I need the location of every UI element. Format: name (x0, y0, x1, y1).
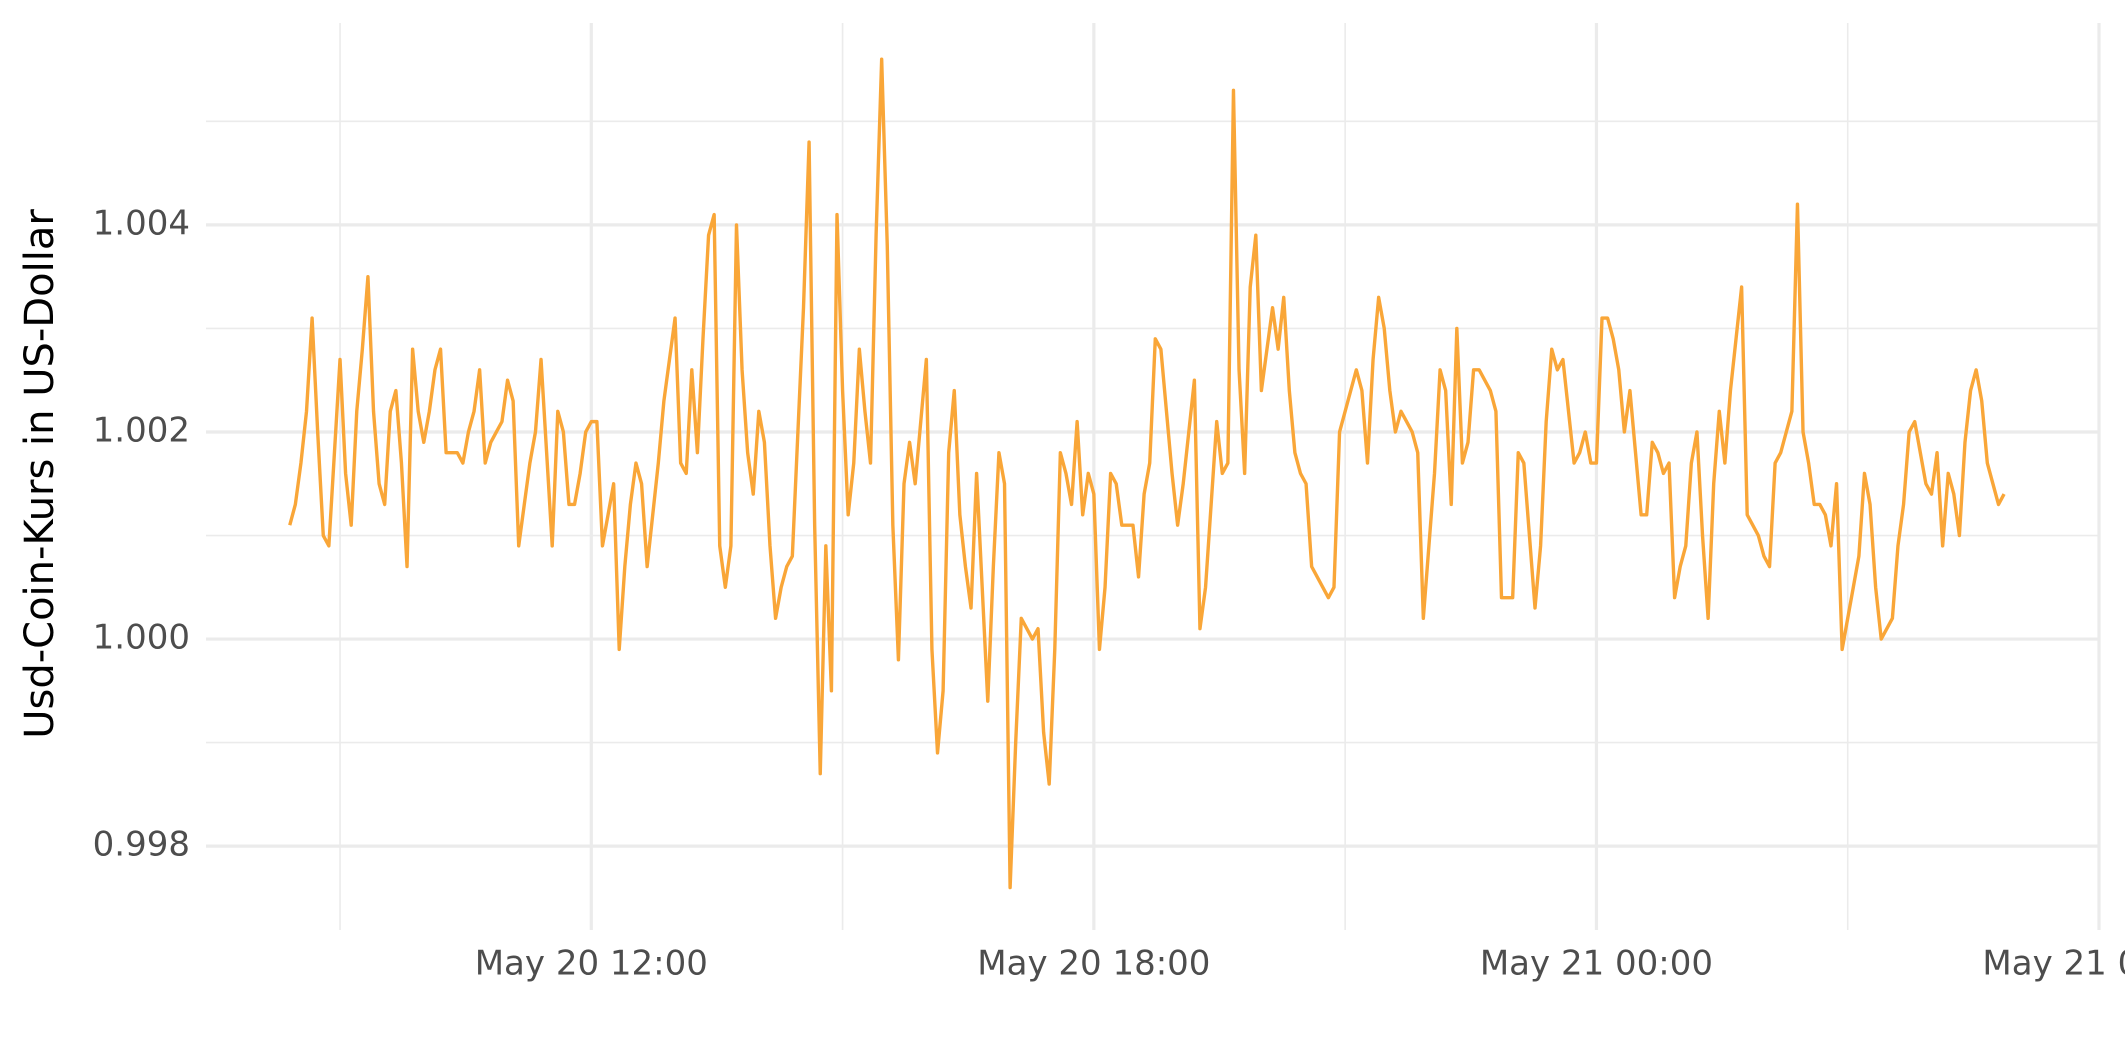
y-tick-label: 1.004 (93, 203, 190, 243)
price-line (288, 57, 2006, 890)
x-tick-label: May 20 18:00 (977, 944, 1210, 984)
x-tick-label: May 21 06:00 (1982, 944, 2125, 984)
x-tick-label: May 20 12:00 (475, 944, 708, 984)
x-tick-label: May 21 00:00 (1480, 944, 1713, 984)
y-axis-label: Usd-Coin-Kurs in US-Dollar (17, 209, 63, 739)
y-tick-label: 1.000 (93, 618, 190, 658)
y-tick-label: 0.998 (93, 825, 190, 865)
y-tick-label: 1.002 (93, 410, 190, 450)
